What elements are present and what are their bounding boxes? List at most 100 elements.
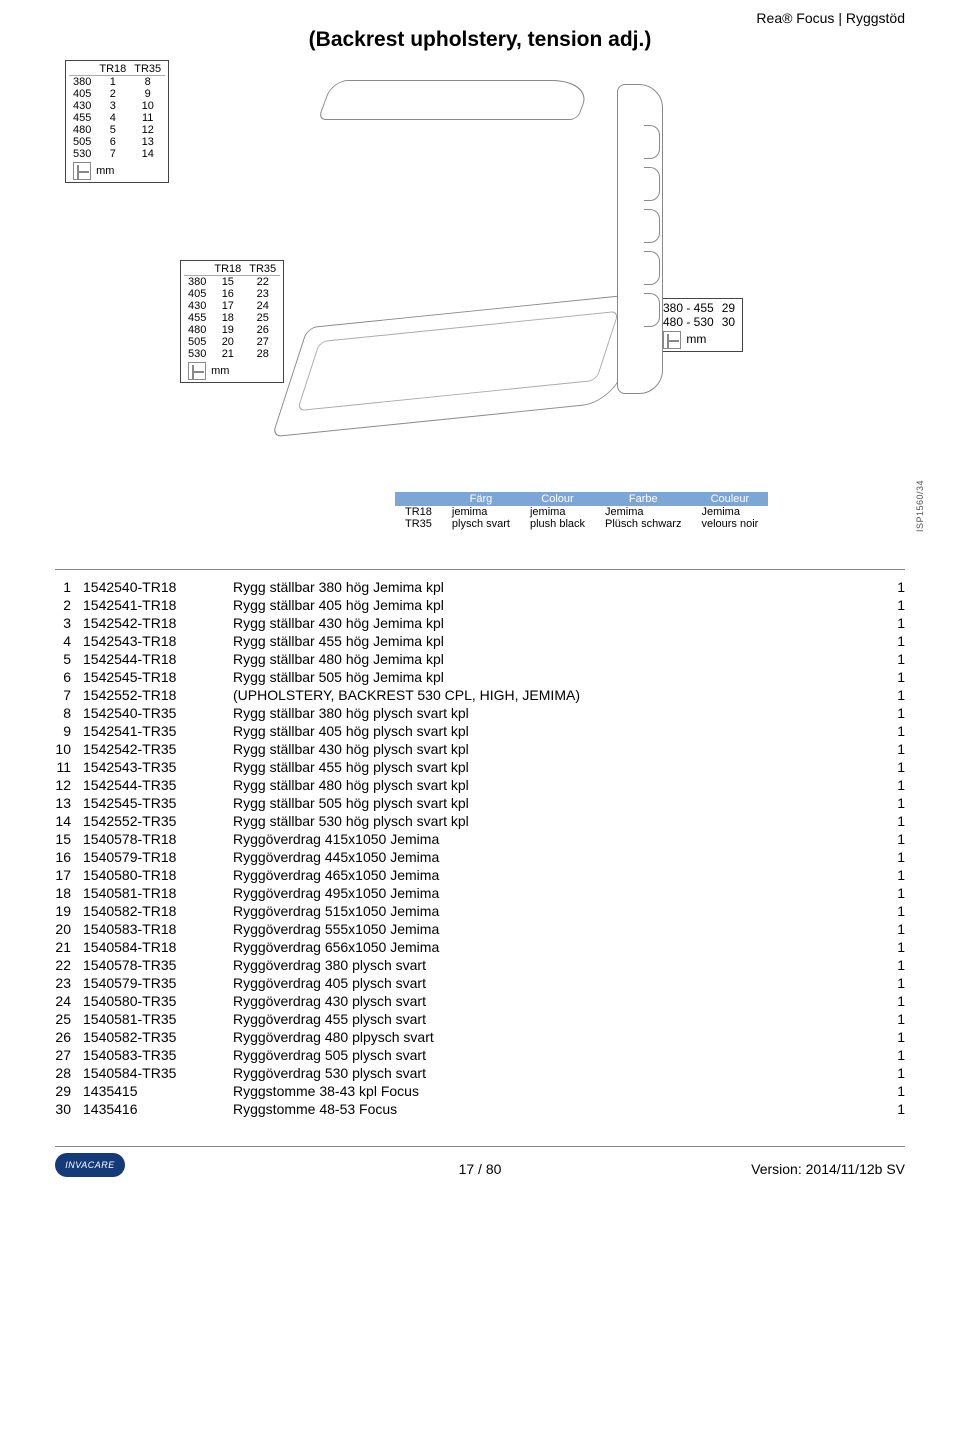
part-description: Ryggöverdrag 405 plysch svart — [233, 974, 881, 992]
part-qty: 1 — [881, 650, 905, 668]
part-qty: 1 — [881, 1028, 905, 1046]
part-number: 1542545-TR35 — [83, 794, 233, 812]
part-pos: 20 — [55, 920, 83, 938]
parts-row: 121542544-TR35Rygg ställbar 480 hög plys… — [55, 776, 905, 794]
part-pos: 5 — [55, 650, 83, 668]
part-pos: 4 — [55, 632, 83, 650]
part-qty: 1 — [881, 938, 905, 956]
part-qty: 1 — [881, 1100, 905, 1118]
part-qty: 1 — [881, 902, 905, 920]
part-qty: 1 — [881, 722, 905, 740]
table-row: 4051623 — [184, 288, 280, 300]
parts-row: 221540578-TR35Ryggöverdrag 380 plysch sv… — [55, 956, 905, 974]
part-qty: 1 — [881, 668, 905, 686]
part-number: 1542541-TR35 — [83, 722, 233, 740]
table-row: 430310 — [69, 100, 165, 112]
part-description: Ryggöverdrag 445x1050 Jemima — [233, 848, 881, 866]
part-qty: 1 — [881, 884, 905, 902]
part-pos: 16 — [55, 848, 83, 866]
part-description: Rygg ställbar 455 hög plysch svart kpl — [233, 758, 881, 776]
part-description: Rygg ställbar 430 hög plysch svart kpl — [233, 740, 881, 758]
color-key-header: Colour — [520, 492, 595, 506]
part-qty: 1 — [881, 1082, 905, 1100]
part-number: 1540580-TR35 — [83, 992, 233, 1010]
part-qty: 1 — [881, 578, 905, 596]
table-row: 480512 — [69, 124, 165, 136]
part-description: Rygg ställbar 380 hög Jemima kpl — [233, 578, 881, 596]
parts-row: 251540581-TR35Ryggöverdrag 455 plysch sv… — [55, 1010, 905, 1028]
part-number: 1540578-TR18 — [83, 830, 233, 848]
table-row: 505613 — [69, 136, 165, 148]
part-description: Rygg ställbar 405 hög plysch svart kpl — [233, 722, 881, 740]
part-pos: 21 — [55, 938, 83, 956]
parts-row: 171540580-TR18Ryggöverdrag 465x1050 Jemi… — [55, 866, 905, 884]
table-row: 5302128 — [184, 348, 280, 360]
part-pos: 17 — [55, 866, 83, 884]
part-number: 1435415 — [83, 1082, 233, 1100]
part-description: Ryggöverdrag 495x1050 Jemima — [233, 884, 881, 902]
table-row: TR35plysch svartplush blackPlüsch schwar… — [395, 518, 768, 530]
part-pos: 11 — [55, 758, 83, 776]
part-number: 1542543-TR18 — [83, 632, 233, 650]
parts-table: 11542540-TR18Rygg ställbar 380 hög Jemim… — [55, 578, 905, 1118]
part-pos: 3 — [55, 614, 83, 632]
backrest-drawing — [295, 70, 675, 450]
size-table-2: TR18TR3538015224051623430172445518254801… — [180, 260, 284, 383]
part-number: 1540582-TR18 — [83, 902, 233, 920]
part-number: 1542545-TR18 — [83, 668, 233, 686]
part-description: Rygg ställbar 455 hög Jemima kpl — [233, 632, 881, 650]
parts-row: 141542552-TR35Rygg ställbar 530 hög plys… — [55, 812, 905, 830]
part-number: 1540583-TR35 — [83, 1046, 233, 1064]
part-description: Ryggöverdrag 430 plysch svart — [233, 992, 881, 1010]
part-number: 1540578-TR35 — [83, 956, 233, 974]
parts-row: 101542542-TR35Rygg ställbar 430 hög plys… — [55, 740, 905, 758]
part-number: 1540584-TR35 — [83, 1064, 233, 1082]
part-description: Rygg ställbar 480 hög plysch svart kpl — [233, 776, 881, 794]
part-pos: 7 — [55, 686, 83, 704]
table-row: 455411 — [69, 112, 165, 124]
drawing-id: ISP1560/34 — [915, 480, 925, 532]
part-qty: 1 — [881, 776, 905, 794]
color-key-header: Couleur — [691, 492, 768, 506]
parts-row: 301435416Ryggstomme 48-53 Focus1 — [55, 1100, 905, 1118]
part-description: Rygg ställbar 430 hög Jemima kpl — [233, 614, 881, 632]
part-qty: 1 — [881, 1046, 905, 1064]
table-row: 5052027 — [184, 336, 280, 348]
table-row: 3801522 — [184, 276, 280, 289]
part-pos: 14 — [55, 812, 83, 830]
part-description: Rygg ställbar 505 hög Jemima kpl — [233, 668, 881, 686]
part-pos: 28 — [55, 1064, 83, 1082]
width-icon — [73, 162, 91, 180]
parts-row: 111542543-TR35Rygg ställbar 455 hög plys… — [55, 758, 905, 776]
mm-label: mm — [211, 365, 229, 377]
part-pos: 27 — [55, 1046, 83, 1064]
parts-row: 231540579-TR35Ryggöverdrag 405 plysch sv… — [55, 974, 905, 992]
part-number: 1540582-TR35 — [83, 1028, 233, 1046]
part-number: 1540579-TR35 — [83, 974, 233, 992]
part-pos: 6 — [55, 668, 83, 686]
part-number: 1540583-TR18 — [83, 920, 233, 938]
part-number: 1540581-TR18 — [83, 884, 233, 902]
part-description: Rygg ställbar 480 hög Jemima kpl — [233, 650, 881, 668]
part-number: 1542542-TR35 — [83, 740, 233, 758]
table-row: TR18jemimajemimaJemimaJemima — [395, 506, 768, 518]
part-qty: 1 — [881, 1010, 905, 1028]
mm-label: mm — [96, 165, 114, 177]
part-pos: 18 — [55, 884, 83, 902]
part-qty: 1 — [881, 596, 905, 614]
parts-row: 31542542-TR18Rygg ställbar 430 hög Jemim… — [55, 614, 905, 632]
part-number: 1542543-TR35 — [83, 758, 233, 776]
parts-row: 211540584-TR18Ryggöverdrag 656x1050 Jemi… — [55, 938, 905, 956]
table-row: 4801926 — [184, 324, 280, 336]
part-number: 1542540-TR35 — [83, 704, 233, 722]
part-number: 1435416 — [83, 1100, 233, 1118]
part-qty: 1 — [881, 704, 905, 722]
part-description: Ryggöverdrag 515x1050 Jemima — [233, 902, 881, 920]
table-row: 4301724 — [184, 300, 280, 312]
page-title: (Backrest upholstery, tension adj.) — [55, 28, 905, 52]
part-qty: 1 — [881, 974, 905, 992]
parts-row: 61542545-TR18Rygg ställbar 505 hög Jemim… — [55, 668, 905, 686]
part-qty: 1 — [881, 632, 905, 650]
parts-row: 81542540-TR35Rygg ställbar 380 hög plysc… — [55, 704, 905, 722]
parts-row: 201540583-TR18Ryggöverdrag 555x1050 Jemi… — [55, 920, 905, 938]
